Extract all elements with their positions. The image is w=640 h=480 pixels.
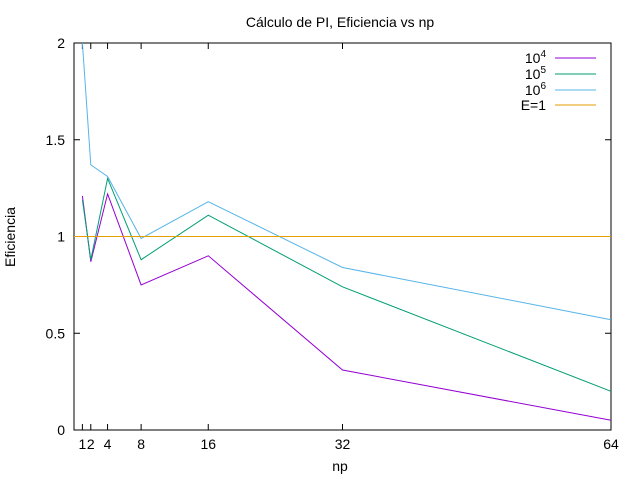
legend-label: 106 xyxy=(525,81,547,98)
x-tick-label: 64 xyxy=(603,436,619,452)
x-tick-label: 4 xyxy=(104,436,112,452)
x-tick-label: 2 xyxy=(87,436,95,452)
x-tick-label: 32 xyxy=(335,436,351,452)
y-axis-label: Eficiencia xyxy=(2,207,18,267)
x-tick-label: 16 xyxy=(200,436,216,452)
y-tick-label: 2 xyxy=(57,35,65,51)
legend-label: E=1 xyxy=(521,97,547,113)
series-line-10-5 xyxy=(81,176,612,392)
x-tick-label: 1 xyxy=(78,436,86,452)
ticks-layer: 00.511.521 2 4 8 16 32 64 xyxy=(46,35,619,452)
legend-label: 104 xyxy=(525,49,547,66)
chart-title: Cálculo de PI, Eficiencia vs np xyxy=(246,14,435,30)
series-line-10-6 xyxy=(81,42,612,321)
series-line-10-4 xyxy=(81,192,612,421)
legend-label: 105 xyxy=(525,65,547,82)
x-axis-label: np xyxy=(332,458,348,474)
y-tick-label: 1.5 xyxy=(46,132,66,148)
y-tick-label: 0 xyxy=(57,422,65,438)
y-tick-label: 1 xyxy=(57,229,65,245)
series-layer xyxy=(74,42,612,421)
x-tick-label: 8 xyxy=(137,436,145,452)
y-tick-label: 0.5 xyxy=(46,325,66,341)
